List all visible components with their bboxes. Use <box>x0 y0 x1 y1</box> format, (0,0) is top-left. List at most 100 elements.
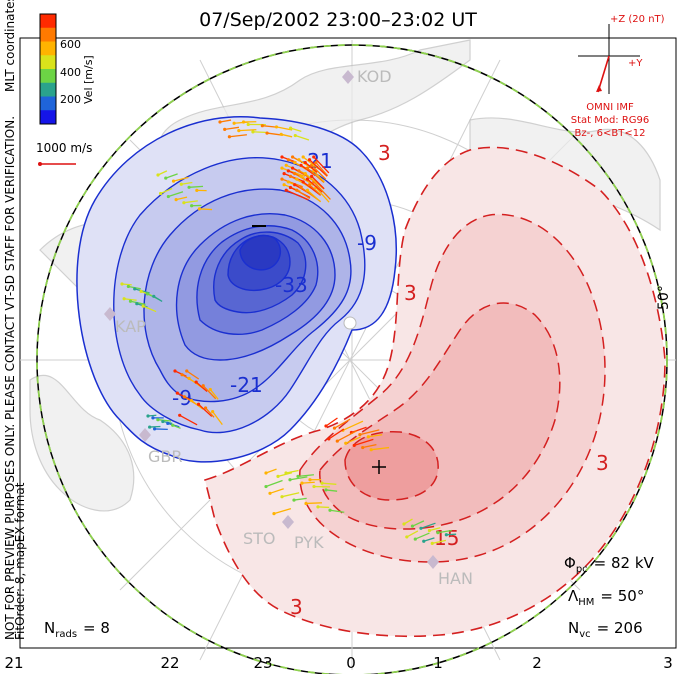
velocity-vector <box>302 156 320 170</box>
contour-label: -9 <box>172 386 192 410</box>
velocity-vector-origin <box>413 537 417 541</box>
velocity-vector-origin <box>284 188 288 192</box>
velocity-vector <box>295 134 310 141</box>
velocity-vector-origin <box>282 183 286 187</box>
velocity-vector-origin <box>174 198 178 202</box>
velocity-vector <box>313 181 331 200</box>
velocity-vector <box>175 196 188 201</box>
velocity-vector-origin <box>280 166 284 170</box>
velocity-vector-origin <box>203 406 208 410</box>
mlt-tick: 22 <box>160 654 179 672</box>
velocity-vector-origin <box>286 180 290 184</box>
velocity-vector-origin <box>327 437 331 441</box>
velocity-vector <box>160 187 173 195</box>
velocity-vector-origin <box>241 120 246 124</box>
imf-source: OMNI IMF <box>586 102 634 113</box>
colorbar-swatch <box>40 110 56 125</box>
velocity-vector-origin <box>268 491 272 495</box>
positive-cell <box>204 146 666 638</box>
velocity-vector-origin <box>158 191 163 196</box>
n-rads: Nrads = 8 <box>44 619 110 640</box>
colorbar-label: Vel [m/s] <box>82 55 95 104</box>
velocity-vector <box>305 502 323 505</box>
velocity-vector <box>297 474 314 478</box>
velocity-vector <box>269 488 284 494</box>
velocity-vector <box>328 428 345 440</box>
velocity-vector-origin <box>444 533 448 537</box>
velocity-vector-origin <box>122 297 126 301</box>
station-han: HAN <box>427 555 473 588</box>
velocity-vector-origin <box>161 419 165 424</box>
velocity-vector-origin <box>301 155 305 159</box>
velocity-vector-origin <box>305 177 310 181</box>
velocity-vector-origin <box>237 129 241 133</box>
velocity-vector <box>304 162 318 173</box>
velocity-vector-origin <box>218 120 222 124</box>
velocity-vector <box>406 530 419 538</box>
velocity-vector-origin <box>316 505 320 509</box>
velocity-vector <box>315 162 329 177</box>
velocity-vector-origin <box>304 501 308 506</box>
velocity-vector-origin <box>232 121 236 125</box>
velocity-vector <box>124 298 137 301</box>
velocity-vector-origin <box>366 435 370 439</box>
velocity-vector-origin <box>303 172 307 176</box>
velocity-vector-origin <box>402 522 406 526</box>
velocity-vector-origin <box>152 427 157 431</box>
velocity-vector <box>325 417 338 427</box>
velocity-vector <box>121 283 132 286</box>
velocity-vector-origin <box>296 474 300 478</box>
velocity-vector <box>359 429 380 436</box>
svg-text:STO: STO <box>243 529 276 548</box>
station-gbr: GBR <box>139 428 183 466</box>
heppner-maynard-boundary <box>36 44 668 674</box>
velocity-vector <box>334 418 351 429</box>
velocity-vector <box>142 305 157 313</box>
velocity-vector-origin <box>128 299 133 303</box>
velocity-vector-origin <box>312 484 316 489</box>
velocity-vector <box>432 539 447 545</box>
svg-text:PYK: PYK <box>294 533 324 552</box>
velocity-vector <box>179 414 198 426</box>
velocity-vector-origin <box>305 188 310 192</box>
mlt-tick: 23 <box>253 654 272 672</box>
velocity-vector-origin <box>361 445 365 450</box>
velocity-vector-origin <box>135 302 139 306</box>
velocity-vector <box>313 156 330 174</box>
velocity-vector-origin <box>196 402 201 406</box>
velocity-vector-origin <box>264 484 268 489</box>
velocity-vector-origin <box>195 188 199 192</box>
colorbar-swatch <box>40 41 56 56</box>
velocity-vector <box>311 164 327 180</box>
scale-vector-label: 1000 m/s <box>36 141 92 155</box>
velocity-vector <box>168 191 184 198</box>
velocity-vector-origin <box>145 292 150 296</box>
velocity-vector-origin <box>182 395 187 399</box>
map-frame <box>19 37 677 649</box>
velocity-vector-origin <box>141 304 145 308</box>
velocity-vector-origin <box>286 169 290 173</box>
velocity-vector <box>300 175 314 186</box>
velocity-vector <box>296 189 311 200</box>
velocity-vector-origin <box>320 481 324 485</box>
mlt-axis: 21 22 23 0 1 2 3 <box>4 654 672 672</box>
velocity-vector <box>265 479 283 488</box>
velocity-vector <box>209 389 219 400</box>
velocity-vector <box>429 527 441 532</box>
velocity-vector-origin <box>251 130 255 134</box>
velocity-vector <box>281 133 293 138</box>
velocity-vector <box>309 184 322 196</box>
velocity-vector <box>262 125 276 128</box>
velocity-vector-origin <box>152 294 156 298</box>
colorbar-swatch <box>40 55 56 70</box>
colorbar-tick: 600 <box>60 38 81 51</box>
velocity-vector <box>212 411 223 425</box>
velocity-vector-origin <box>274 125 279 129</box>
velocity-vector-origin <box>295 188 299 192</box>
contour-label: 15 <box>434 526 459 550</box>
velocity-vector-origin <box>405 535 409 539</box>
velocity-vectors <box>120 119 457 545</box>
coordinate-label: MLT coordinates <box>3 0 17 92</box>
velocity-vector-origin <box>148 425 152 429</box>
velocity-vector-origin <box>279 132 283 136</box>
